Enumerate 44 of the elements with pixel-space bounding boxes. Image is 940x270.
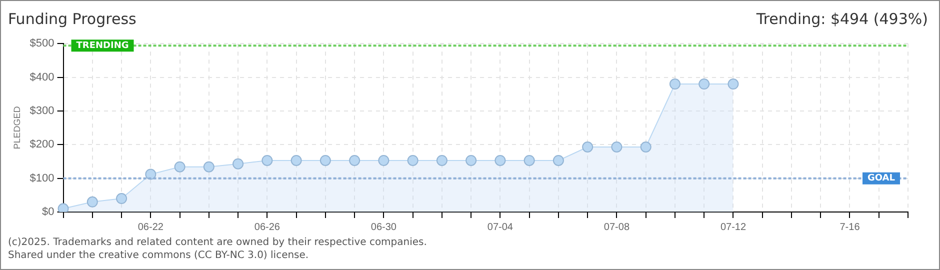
point (407, 154, 418, 166)
x-tick-label: 7-16 (840, 222, 860, 233)
point (290, 154, 302, 166)
point (378, 154, 390, 166)
point (232, 158, 244, 170)
y-tick-label: $500 (30, 38, 54, 50)
point (640, 142, 652, 152)
point (320, 154, 331, 166)
y-axis-title: PLEDGED (12, 106, 22, 150)
point (58, 203, 69, 212)
point (349, 154, 360, 166)
y-tick-label: $100 (30, 172, 54, 184)
ref-line-label: TRENDING (76, 40, 129, 51)
x-tick-label: 06-30 (370, 222, 397, 233)
point (466, 154, 477, 166)
point (203, 161, 214, 172)
x-tick-label: 06-26 (254, 222, 280, 233)
point (116, 193, 128, 204)
x-tick-label: 07-08 (604, 222, 630, 233)
point (145, 168, 156, 180)
point (728, 78, 739, 90)
point (524, 154, 535, 166)
point (611, 142, 622, 152)
ref-line-label: GOAL (868, 174, 896, 184)
point (552, 154, 564, 166)
x-tick-label: 06-22 (138, 222, 164, 233)
point (494, 154, 506, 166)
point (174, 161, 186, 172)
y-tick-label: $400 (30, 71, 54, 84)
point (262, 154, 273, 166)
point (698, 78, 710, 90)
point (669, 78, 680, 90)
chart-title: Funding Progress (8, 10, 136, 28)
y-tick-label: $200 (30, 138, 54, 151)
text: Trending: $494 (493%) (756, 10, 928, 28)
point (582, 142, 594, 152)
x-tick-label: 07-12 (720, 222, 746, 233)
text: Shared under the creative commons (CC BY-NC 3.0) license. (8, 249, 310, 262)
text: (c)2025. Trademarks and related content are owned by their respective companies. (8, 236, 427, 249)
point (436, 154, 448, 166)
y-tick-label: $300 (30, 104, 54, 117)
y-tick-label: $0 (42, 206, 54, 218)
point (86, 196, 98, 208)
x-tick-label: 07-04 (487, 222, 514, 233)
